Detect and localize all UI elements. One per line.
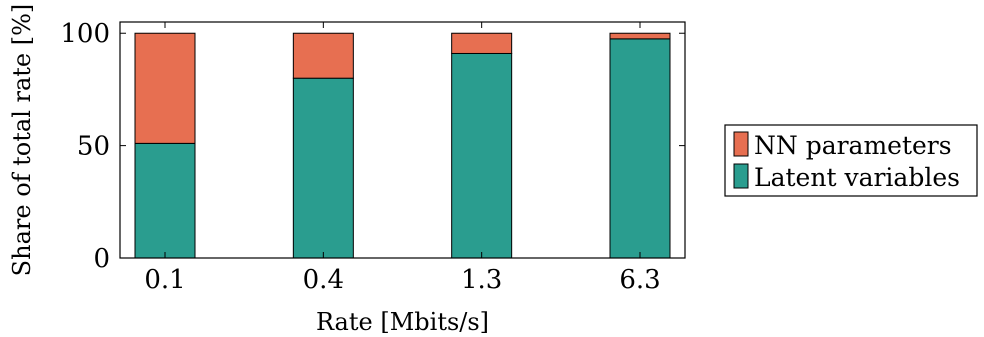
plot-frame	[119, 21, 686, 259]
legend-frame	[724, 124, 978, 197]
bar-latent-variables-0-1	[134, 142, 196, 259]
y-tick-label: 100	[60, 19, 110, 49]
bar-nn-parameters-1-3	[451, 32, 513, 54]
legend-swatch-nn-parameters	[733, 131, 749, 157]
y-tick-label: 0	[93, 244, 110, 274]
bar-nn-parameters-0-4	[292, 32, 354, 79]
bar-latent-variables-6-3	[609, 38, 671, 259]
x-tick-label: 1.3	[461, 265, 502, 295]
bars-group	[134, 32, 671, 259]
legend-label-latent-variables: Latent variables	[754, 163, 960, 192]
x-tick-label: 0.4	[303, 265, 344, 295]
bar-latent-variables-1-3	[451, 52, 513, 259]
legend-swatch-latent-variables	[733, 163, 749, 189]
legend-label-nn-parameters: NN parameters	[754, 131, 952, 160]
bar-nn-parameters-6-3	[609, 32, 671, 40]
y-tick-label: 50	[77, 132, 110, 162]
legend: NN parameters Latent variables	[724, 124, 978, 197]
bar-nn-parameters-0-1	[134, 32, 196, 144]
x-tick-label: 0.1	[144, 265, 185, 295]
bar-latent-variables-0-4	[292, 77, 354, 259]
y-axis-title: Share of total rate [%]	[8, 4, 36, 277]
x-axis-title: Rate [Mbits/s]	[316, 308, 489, 336]
ticks-group: 0.1 0.4 1.3 6.3 0 50 100	[60, 19, 685, 295]
x-tick-label: 6.3	[619, 265, 660, 295]
